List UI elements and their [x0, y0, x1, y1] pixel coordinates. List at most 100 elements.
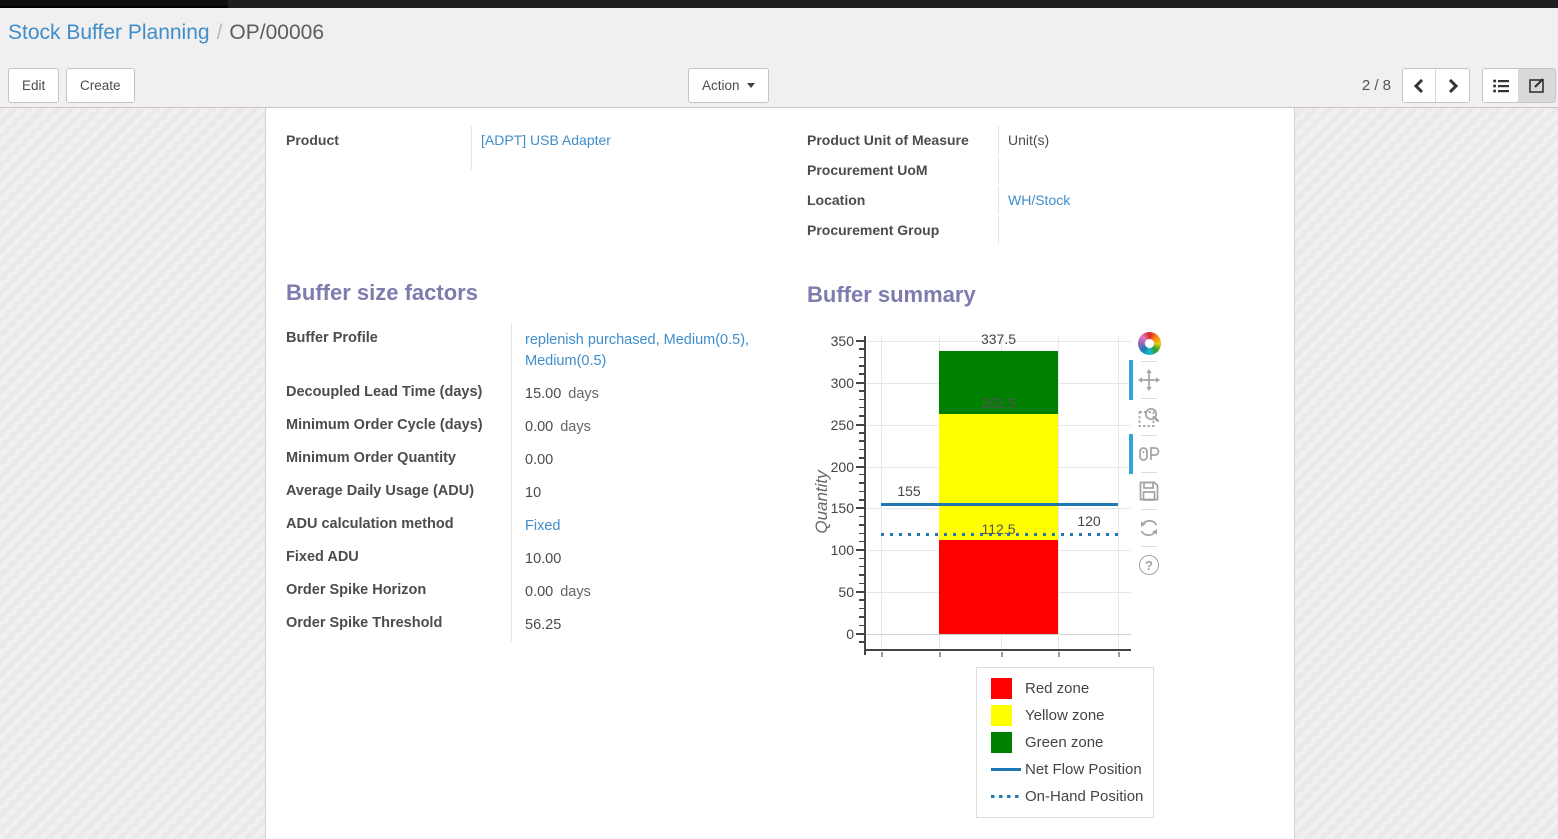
field-label: Product: [286, 132, 339, 148]
previous-record-button[interactable]: [1403, 69, 1436, 102]
legend-item[interactable]: Yellow zone: [991, 702, 1153, 729]
x-tick: [939, 652, 941, 657]
chart-annotation: 155: [897, 483, 921, 500]
field-label: Procurement Group: [807, 222, 940, 238]
reset-axes-icon[interactable]: [1137, 516, 1161, 540]
factor-value: 0.00 days: [511, 411, 798, 444]
y-tick-major: [856, 632, 864, 635]
yellow-zone-bar: [939, 414, 1058, 540]
factor-row: Average Daily Usage (ADU) 10: [286, 477, 798, 510]
chart-modebar: ?: [1129, 331, 1162, 577]
y-tick-minor: [859, 415, 864, 417]
top-menu-active-segment: [0, 0, 228, 8]
chart-annotation: 262.5: [980, 395, 1017, 412]
form-sheet: Product [ADPT] USB Adapter Product Unit o…: [265, 108, 1295, 839]
factor-value-link[interactable]: replenish purchased, Medium(0.5), Medium…: [525, 332, 750, 369]
factor-value: replenish purchased, Medium(0.5), Medium…: [511, 324, 798, 378]
factor-row: Order Spike Horizon 0.00 days: [286, 576, 798, 609]
form-edit-icon: [1529, 78, 1544, 93]
top-menu-bar: [0, 0, 1558, 8]
factor-value-link[interactable]: Fixed: [525, 518, 561, 534]
field-value-link[interactable]: [ADPT] USB Adapter: [481, 132, 611, 148]
y-tick-major: [856, 340, 864, 343]
action-dropdown-button[interactable]: Action: [688, 68, 769, 103]
logistics-field-row: Location WH/Stock: [807, 186, 1269, 214]
legend-item[interactable]: On-Hand Position: [991, 783, 1153, 810]
legend-label: Net Flow Position: [1025, 761, 1142, 778]
y-tick-minor: [859, 365, 864, 367]
next-record-button[interactable]: [1436, 69, 1469, 102]
list-view-button[interactable]: [1483, 69, 1519, 102]
net-flow-position-line: [881, 503, 1118, 507]
y-tick-minor: [859, 398, 864, 401]
factor-row: Minimum Order Cycle (days) 0.00 days: [286, 411, 798, 444]
save-icon[interactable]: [1137, 479, 1161, 503]
yellow-zone-swatch: [991, 705, 1025, 726]
plotly-logo[interactable]: [1137, 331, 1161, 355]
logistics-field-row: Procurement UoM: [807, 156, 1269, 184]
factor-row: Fixed ADU 10.00: [286, 543, 798, 576]
y-tick-major: [856, 591, 864, 594]
field-label: Location: [807, 192, 866, 208]
help-icon[interactable]: ?: [1137, 553, 1161, 577]
breadcrumb-separator: /: [216, 21, 223, 44]
field-value: [998, 156, 1248, 184]
breadcrumb: Stock Buffer Planning / OP/00006: [8, 21, 324, 45]
buffer-summary-title: Buffer summary: [807, 282, 976, 307]
legend-item[interactable]: Green zone: [991, 729, 1153, 756]
gridline-horizontal: [866, 633, 1131, 635]
legend-item[interactable]: Net Flow Position: [991, 756, 1153, 783]
y-tick-minor: [859, 557, 864, 560]
breadcrumb-link-stock-buffer-planning[interactable]: Stock Buffer Planning: [8, 21, 210, 44]
y-tick-minor: [859, 641, 864, 643]
y-tick-minor: [859, 574, 864, 576]
green-zone-bar: [939, 351, 1058, 415]
action-label: Action: [702, 78, 740, 93]
y-tick-major: [856, 549, 864, 552]
x-axis-line: [864, 649, 1131, 651]
x-tick: [1058, 652, 1060, 657]
gridline-horizontal: [866, 341, 1131, 343]
compare-hover-icon[interactable]: [1129, 434, 1161, 474]
modebar-separator: [1141, 398, 1157, 399]
y-tick-minor: [859, 515, 864, 518]
buffer-size-factors-table: Buffer Profile replenish purchased, Mediu…: [286, 324, 798, 642]
factor-value: Fixed: [511, 510, 798, 543]
chart-legend: Red zone Yellow zone Green zone Net Flow Po…: [976, 667, 1154, 818]
y-axis-line: [864, 336, 866, 655]
logistics-field-row: Procurement Group: [807, 216, 1269, 244]
factor-row: Minimum Order Quantity 0.00: [286, 444, 798, 477]
factor-value: 0.00 days: [511, 576, 798, 609]
factor-row: Decoupled Lead Time (days) 15.00 days: [286, 378, 798, 411]
factor-value-text: 56.25: [525, 617, 562, 633]
y-tick-minor: [859, 582, 864, 585]
factor-label: ADU calculation method: [286, 516, 454, 532]
edit-button[interactable]: Edit: [8, 68, 60, 103]
y-tick-minor: [859, 490, 864, 493]
zoom-select-icon[interactable]: [1137, 405, 1161, 429]
legend-label: On-Hand Position: [1025, 788, 1144, 805]
y-tick-minor: [859, 448, 864, 451]
buffer-summary-chart: Quantity 0 50 100 150 200 250 300 350 337.5 262.5…: [807, 326, 1247, 661]
y-tick-label: 300: [830, 374, 854, 391]
factor-label: Fixed ADU: [286, 549, 359, 565]
pan-icon[interactable]: [1129, 360, 1161, 400]
field-value-link[interactable]: WH/Stock: [1008, 192, 1071, 208]
legend-item[interactable]: Red zone: [991, 675, 1153, 702]
factor-value: 15.00 days: [511, 378, 798, 411]
field-value: Unit(s): [998, 126, 1248, 154]
y-tick-minor: [859, 348, 864, 350]
modebar-separator: [1141, 509, 1157, 510]
y-tick-minor: [859, 432, 864, 434]
factor-value-text: 10: [525, 485, 542, 501]
square-swatch-shape: [991, 705, 1012, 726]
create-button[interactable]: Create: [66, 68, 135, 103]
field-label: Product Unit of Measure: [807, 132, 969, 148]
y-tick-minor: [859, 540, 864, 543]
y-tick-label: 100: [830, 542, 854, 559]
factor-unit: days: [568, 386, 599, 402]
chevron-left-icon: [1413, 78, 1424, 93]
chevron-right-icon: [1448, 78, 1458, 93]
field-value: [ADPT] USB Adapter: [471, 126, 771, 170]
form-view-button[interactable]: [1519, 69, 1555, 102]
